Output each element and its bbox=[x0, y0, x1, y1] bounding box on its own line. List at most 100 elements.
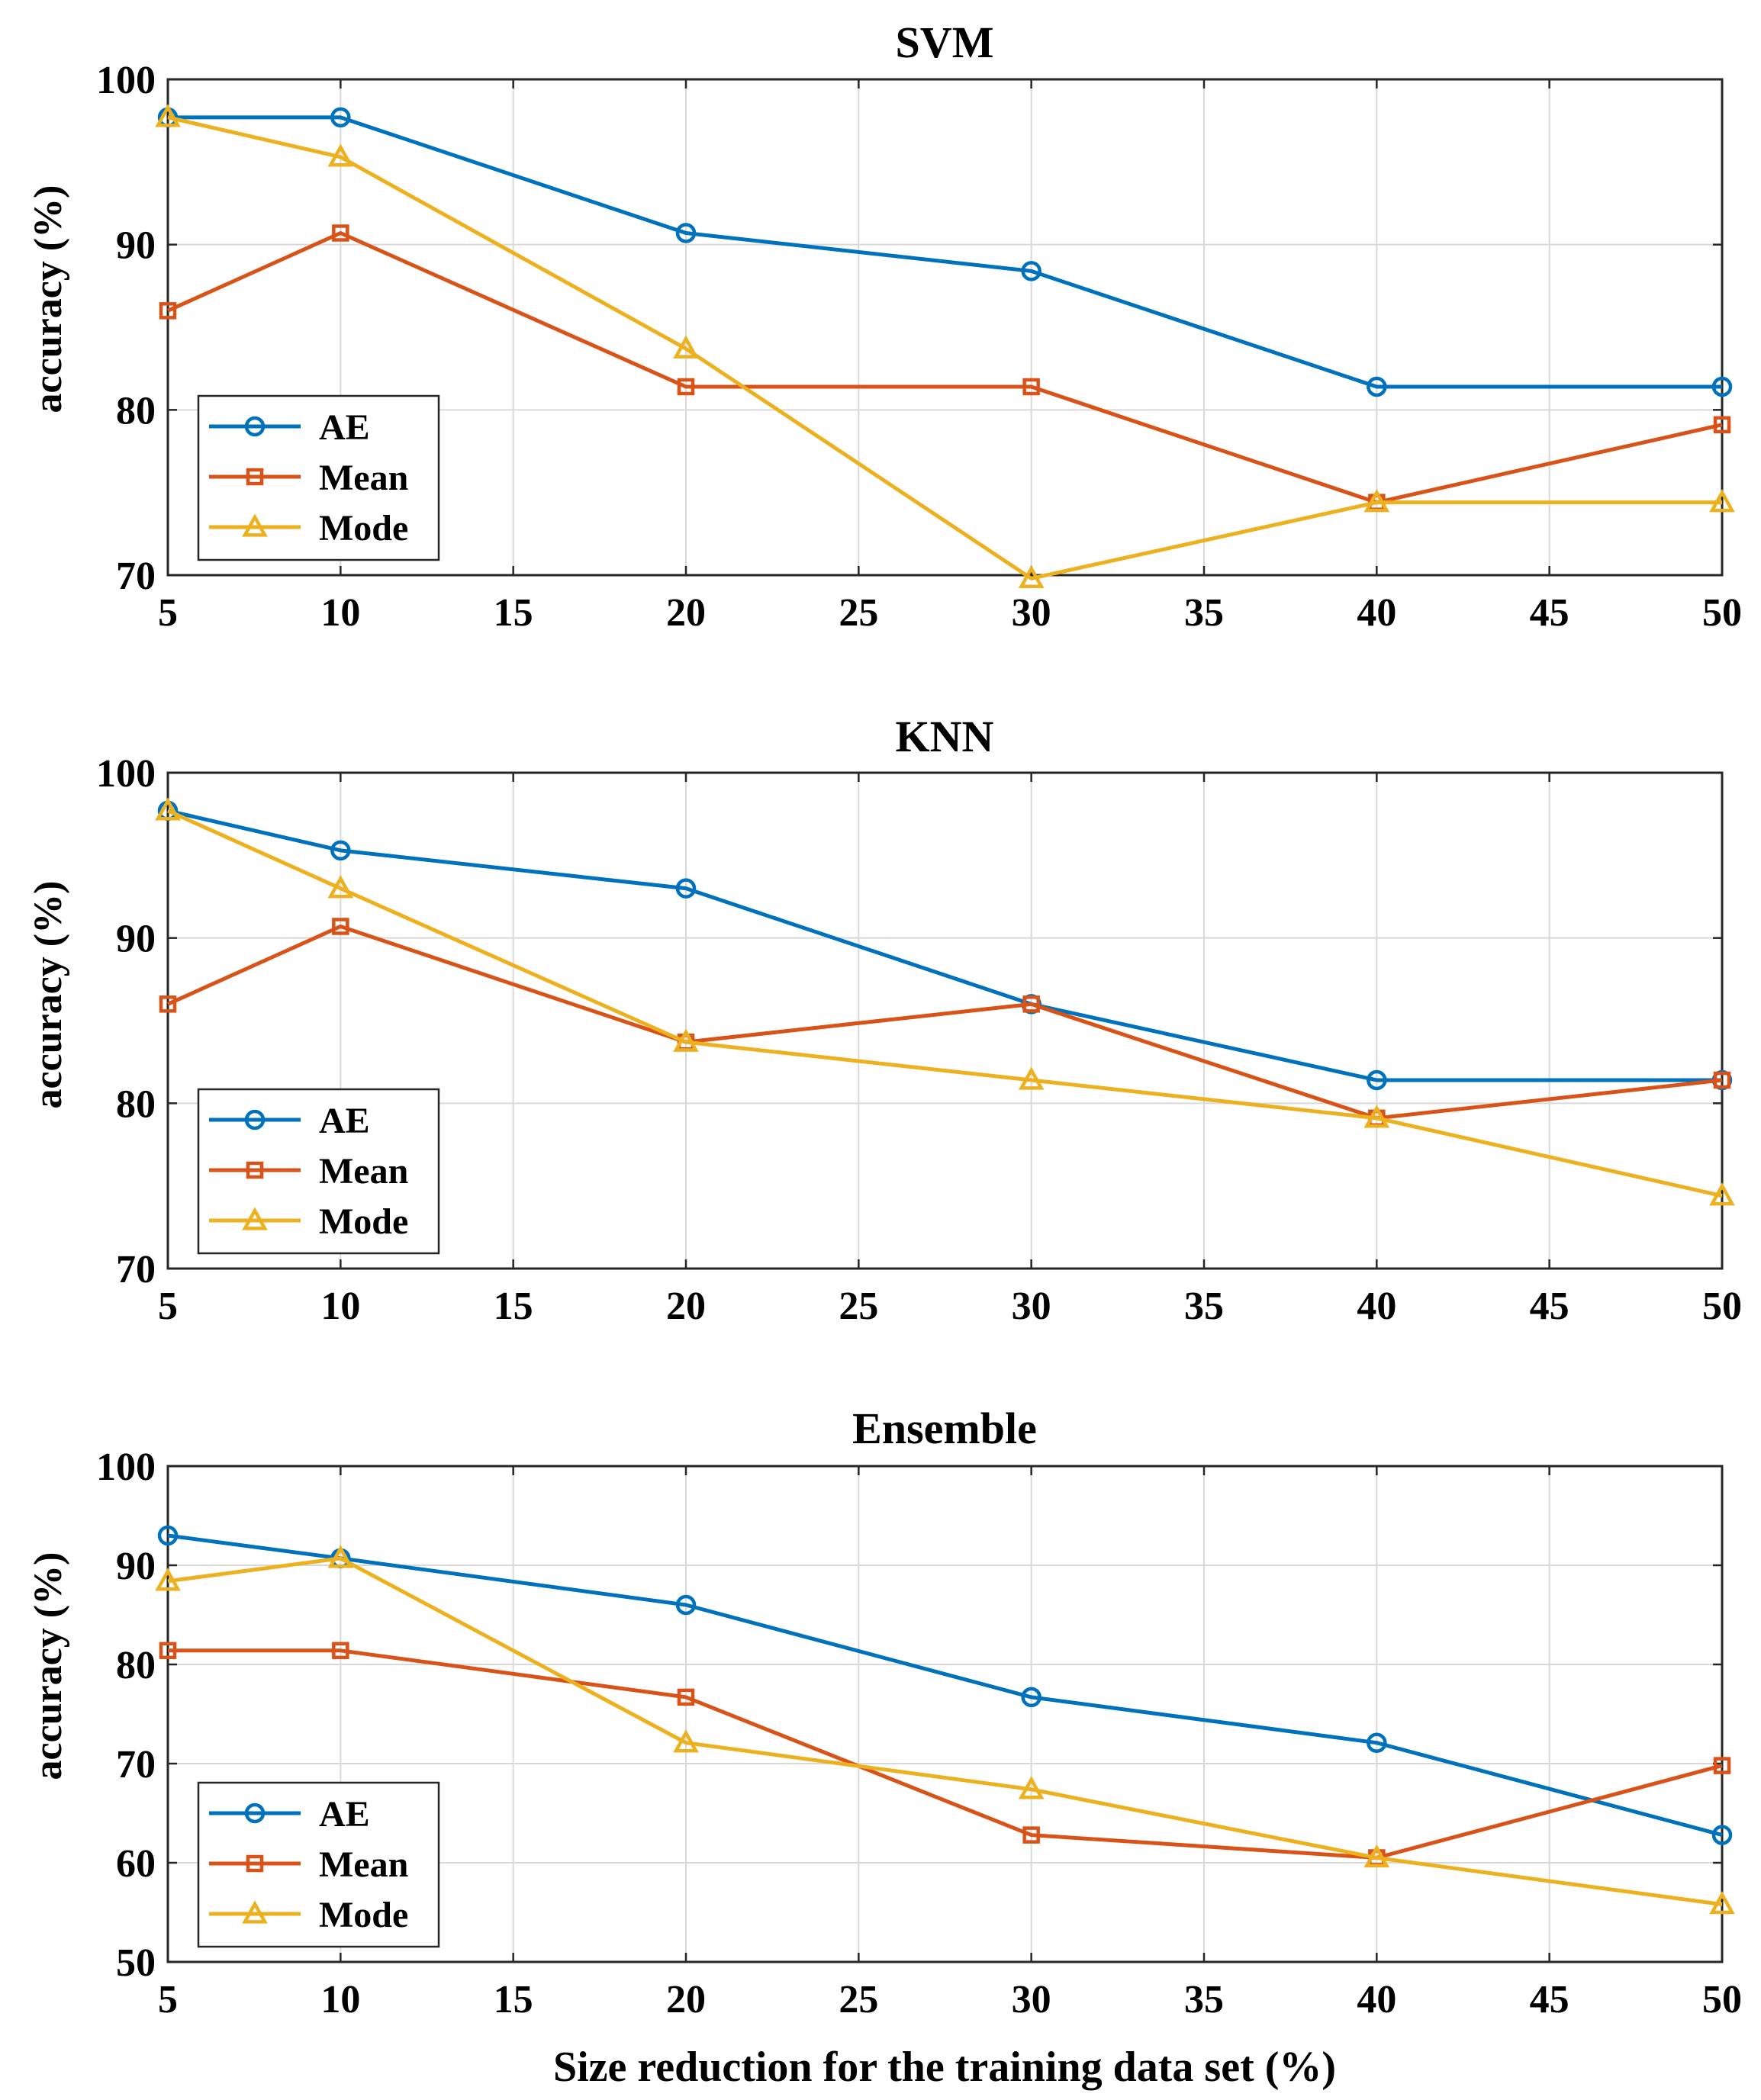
y-axis-label: accuracy (%) bbox=[27, 1552, 70, 1780]
data-point-mode bbox=[1709, 1182, 1735, 1206]
legend-marker-mode bbox=[242, 513, 268, 537]
data-point-mode bbox=[327, 875, 354, 899]
x-tick-label: 30 bbox=[1012, 1285, 1051, 1328]
x-tick-label: 50 bbox=[1702, 591, 1742, 635]
x-tick-label: 15 bbox=[494, 591, 533, 635]
x-tick-label: 35 bbox=[1184, 1978, 1224, 2021]
x-tick-label: 45 bbox=[1530, 1285, 1569, 1328]
data-point-ae bbox=[1021, 261, 1041, 281]
legend-label-mean: Mean bbox=[319, 1151, 408, 1192]
legend-marker-ae bbox=[244, 416, 266, 437]
data-point-mean bbox=[677, 378, 695, 396]
series-line-mean bbox=[166, 925, 1723, 1121]
x-tick-label: 45 bbox=[1530, 1978, 1569, 2021]
x-tick-label: 45 bbox=[1530, 591, 1569, 635]
y-axis-label: accuracy (%) bbox=[27, 185, 70, 413]
x-tick-label: 40 bbox=[1357, 1285, 1396, 1328]
data-point-mode bbox=[1363, 489, 1390, 513]
x-tick-label: 35 bbox=[1184, 591, 1224, 635]
legend-marker-ae bbox=[244, 1109, 266, 1130]
y-tick-label: 70 bbox=[116, 1248, 156, 1291]
data-point-mode bbox=[1018, 564, 1045, 588]
panel-svm: SVM accuracy (%) 5 10 15 20 25 30 35 40 45 50 70 80… bbox=[27, 18, 1742, 635]
legend-label-mode: Mode bbox=[319, 1201, 408, 1242]
panel-ensemble: Ensemble accuracy (%) 5 10 15 20 25 30 35 40 45 5… bbox=[27, 1404, 1742, 2091]
x-tick-label: 10 bbox=[320, 1978, 360, 2021]
x-tick-label: 10 bbox=[320, 1285, 360, 1328]
legend-marker-mode bbox=[242, 1207, 268, 1230]
x-tick-label: 25 bbox=[839, 1978, 878, 2021]
y-tick-label: 50 bbox=[116, 1941, 156, 1985]
x-tick-label: 50 bbox=[1702, 1285, 1742, 1328]
data-point-mode bbox=[1363, 1844, 1390, 1868]
series-line-ae bbox=[167, 809, 1722, 1082]
data-point-mean bbox=[159, 1642, 177, 1660]
panel-knn: KNN accuracy (%) 5 10 15 20 25 30 35 40 45 50 70 80… bbox=[27, 712, 1742, 1328]
x-tick-label: 15 bbox=[494, 1285, 533, 1328]
x-tick-label: 15 bbox=[494, 1978, 533, 2021]
data-point-ae bbox=[330, 840, 351, 861]
y-tick-label: 90 bbox=[116, 1545, 156, 1588]
legend-marker-mean bbox=[246, 1854, 264, 1873]
legend-marker-mean bbox=[246, 468, 264, 486]
data-point-mode bbox=[1018, 1776, 1045, 1799]
y-tick-label: 100 bbox=[96, 752, 156, 796]
series-line-mean bbox=[166, 231, 1723, 505]
y-tick-label: 90 bbox=[116, 918, 156, 961]
data-point-mode bbox=[1709, 1890, 1735, 1915]
legend-marker-mean bbox=[246, 1161, 264, 1179]
data-point-mode bbox=[327, 143, 354, 167]
data-point-mean bbox=[677, 1688, 695, 1706]
legend-label-mode: Mode bbox=[319, 1895, 408, 1935]
data-point-mean bbox=[332, 918, 349, 935]
x-tick-label: 35 bbox=[1184, 1285, 1224, 1328]
data-point-mode bbox=[673, 1028, 699, 1052]
x-tick-label: 25 bbox=[839, 591, 878, 635]
data-point-ae bbox=[675, 223, 697, 243]
x-tick-label: 50 bbox=[1702, 1978, 1742, 2021]
y-tick-label: 90 bbox=[116, 224, 156, 268]
panel-title: Ensemble bbox=[852, 1404, 1037, 1453]
y-tick-label: 80 bbox=[116, 1082, 156, 1126]
series-line-mode bbox=[167, 115, 1722, 580]
series-line-ae bbox=[168, 115, 1722, 389]
data-point-mean bbox=[1022, 378, 1040, 396]
data-point-mean bbox=[159, 302, 177, 320]
legend-marker-ae bbox=[244, 1803, 266, 1824]
x-tick-label: 30 bbox=[1012, 1978, 1051, 2021]
data-point-mean bbox=[332, 1642, 349, 1660]
data-point-mode bbox=[155, 104, 181, 127]
axes-box bbox=[166, 1465, 1724, 1963]
legend: AE Mean Mode bbox=[197, 1088, 440, 1255]
data-point-mode bbox=[673, 335, 699, 359]
legend-label-mode: Mode bbox=[319, 508, 408, 548]
panel-title: SVM bbox=[896, 18, 994, 67]
data-point-mode bbox=[1709, 489, 1735, 513]
y-tick-label: 80 bbox=[116, 1644, 156, 1687]
data-point-mean bbox=[1713, 1757, 1731, 1774]
data-point-ae bbox=[675, 878, 697, 899]
data-point-mean bbox=[159, 995, 177, 1013]
x-tick-label: 20 bbox=[666, 1978, 706, 2021]
axes-box bbox=[166, 78, 1724, 577]
y-axis-label: accuracy (%) bbox=[27, 881, 70, 1109]
data-point-ae bbox=[1367, 1732, 1387, 1753]
x-tick-label: 40 bbox=[1357, 591, 1396, 635]
x-tick-label: 30 bbox=[1012, 591, 1051, 635]
data-point-ae bbox=[1711, 1825, 1733, 1845]
axes-box bbox=[166, 771, 1724, 1270]
x-tick-label: 10 bbox=[320, 591, 360, 635]
data-point-ae bbox=[675, 1594, 697, 1616]
series-mode bbox=[155, 1545, 1735, 1915]
legend-label-mean: Mean bbox=[319, 458, 408, 498]
x-axis-label: Size reduction for the training data set… bbox=[553, 2044, 1336, 2091]
legend-label-mean: Mean bbox=[319, 1844, 408, 1885]
y-tick-label: 70 bbox=[116, 1743, 156, 1786]
legend: AE Mean Mode bbox=[197, 1781, 440, 1948]
legend-marker-mode bbox=[242, 1900, 268, 1924]
data-point-mode bbox=[155, 797, 181, 821]
x-tick-label: 5 bbox=[158, 1978, 178, 2021]
plot-area-svm: 5 10 15 20 25 30 35 40 45 50 70 80 90 100 AE Mean Mode bbox=[96, 59, 1742, 635]
series-line-ae bbox=[167, 1533, 1723, 1838]
